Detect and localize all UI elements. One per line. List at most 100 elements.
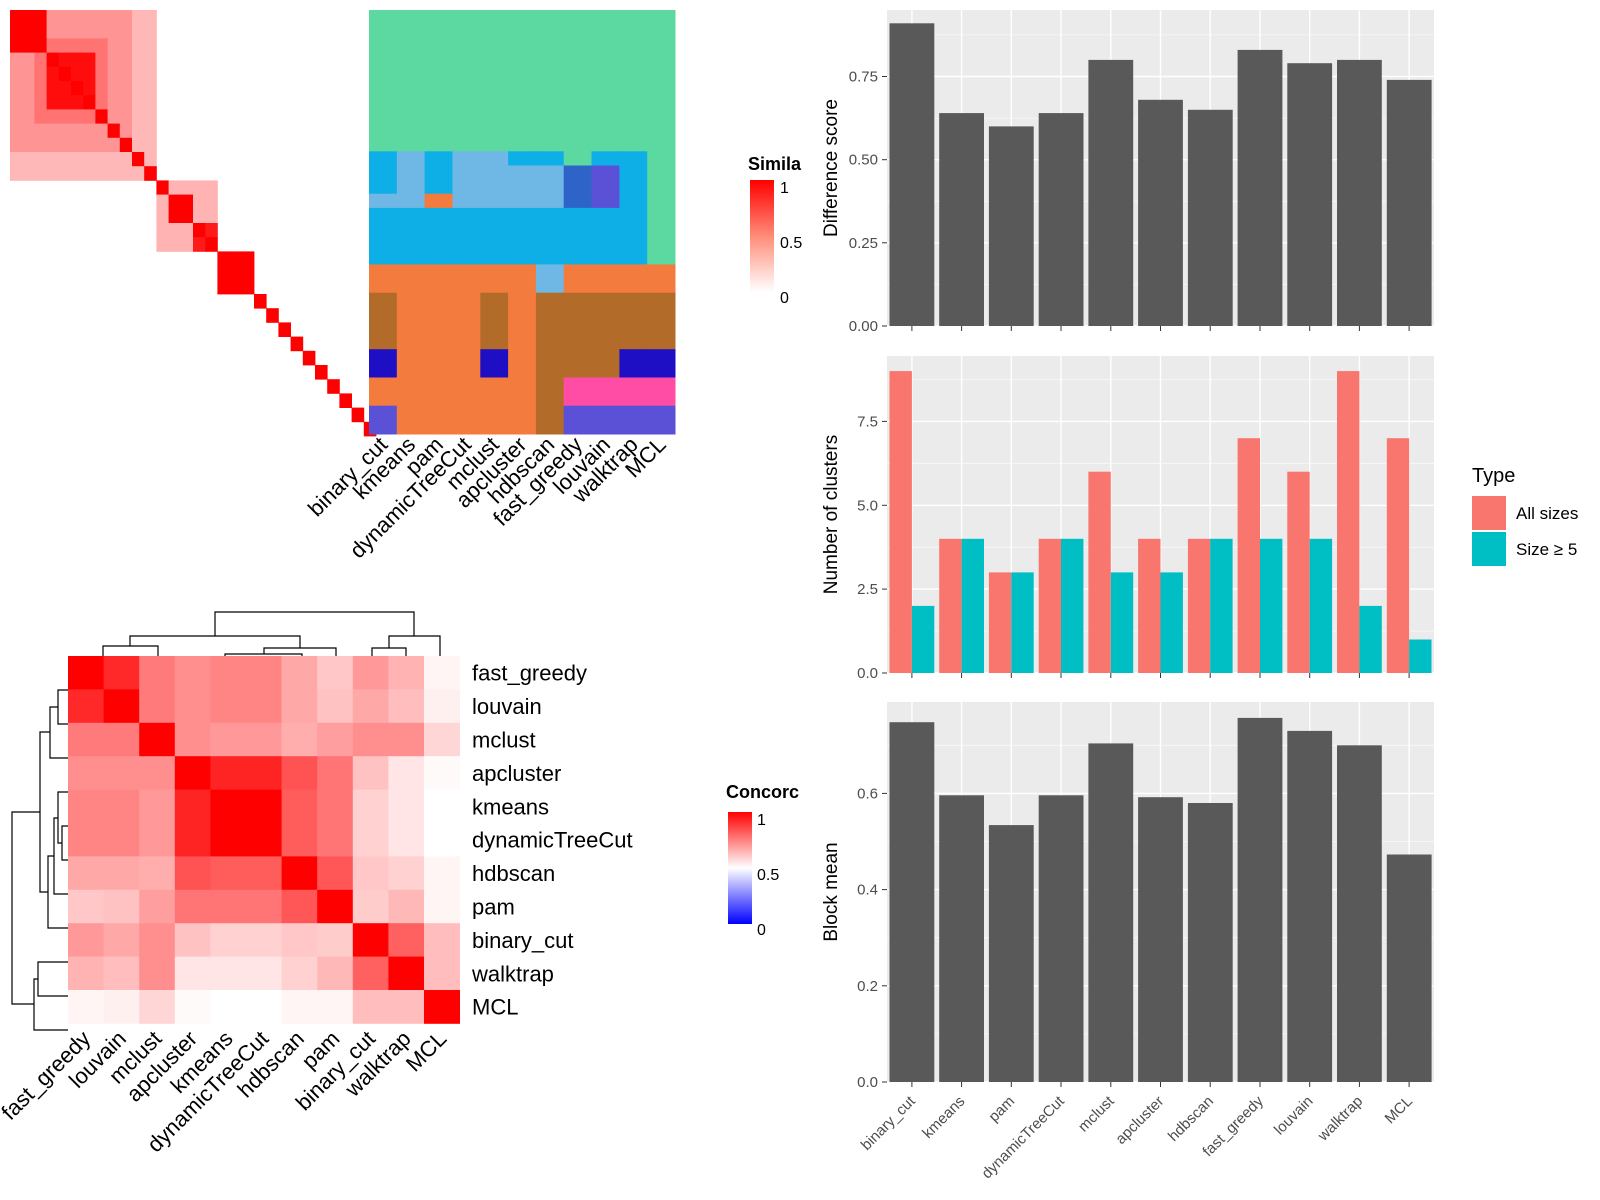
similarity-cell bbox=[119, 95, 133, 110]
concordance-cell bbox=[68, 789, 104, 824]
similarity-cell bbox=[144, 10, 157, 25]
concordance-cell bbox=[424, 689, 460, 724]
similarity-cell bbox=[71, 52, 84, 68]
assignment-cell bbox=[452, 405, 481, 435]
assignment-cell bbox=[369, 193, 398, 209]
similarity-cell bbox=[119, 66, 133, 82]
concordance-cell bbox=[317, 656, 354, 690]
concordance-cell bbox=[424, 856, 460, 891]
assignment-cell bbox=[452, 292, 481, 350]
similarity-cell bbox=[46, 24, 60, 39]
similarity-cell bbox=[34, 123, 47, 139]
concordance-cell bbox=[103, 656, 140, 690]
concordance-cell bbox=[139, 856, 176, 891]
similarity-cell bbox=[144, 24, 157, 39]
similarity-cell bbox=[132, 66, 145, 82]
similarity-cell bbox=[180, 194, 194, 210]
similarity-cell bbox=[107, 24, 121, 39]
assignment-cell bbox=[452, 264, 481, 294]
similarity-cell bbox=[168, 208, 182, 224]
concordance-cell bbox=[246, 990, 282, 1024]
assignment-cell bbox=[535, 52, 565, 152]
number-of-clusters-chart: 0.0 2.5 5.0 7.5 Number of clusters bbox=[821, 356, 1434, 682]
similarity-cell bbox=[22, 81, 35, 96]
bar bbox=[939, 113, 984, 326]
assignment-cell bbox=[591, 264, 620, 294]
similarity-cell bbox=[132, 81, 145, 96]
similarity-cell bbox=[132, 109, 145, 124]
bar-all-sizes bbox=[939, 538, 962, 673]
assignment-cell bbox=[396, 52, 426, 152]
similarity-cell bbox=[22, 24, 35, 39]
assignment-cell bbox=[535, 165, 565, 195]
similarity-cell bbox=[144, 152, 157, 167]
bar-all-sizes bbox=[1287, 471, 1310, 673]
concordance-cell bbox=[139, 990, 176, 1024]
concordance-cell bbox=[210, 923, 247, 957]
assignment-cell bbox=[591, 52, 620, 152]
similarity-cell bbox=[71, 152, 84, 167]
similarity-cell bbox=[22, 38, 35, 53]
bar-all-sizes bbox=[1237, 438, 1260, 673]
similarity-cell bbox=[119, 152, 133, 167]
similarity-cell bbox=[107, 81, 121, 96]
assignment-cell bbox=[619, 52, 648, 152]
concordance-legend-tick-1: 1 bbox=[757, 812, 766, 829]
assignment-cell bbox=[591, 193, 620, 209]
type-legend-key-all-sizes bbox=[1472, 496, 1506, 530]
y-tick-label: 0.0 bbox=[857, 665, 878, 682]
assignment-cell bbox=[452, 52, 481, 152]
concordance-cell bbox=[281, 856, 318, 891]
type-legend: Type All sizes Size ≥ 5 bbox=[1472, 465, 1578, 566]
similarity-cell bbox=[107, 152, 121, 167]
similarity-cell bbox=[217, 251, 230, 266]
concordance-cell bbox=[68, 856, 104, 891]
assignment-cell bbox=[369, 377, 398, 407]
concordance-row-label: louvain bbox=[472, 694, 542, 719]
concordance-cell bbox=[388, 956, 425, 991]
similarity-cell bbox=[144, 123, 157, 139]
similarity-cell bbox=[22, 137, 35, 153]
concordance-cell bbox=[352, 923, 389, 957]
bar-size-ge5 bbox=[1160, 572, 1183, 673]
assignment-cell bbox=[647, 193, 676, 209]
similarity-cell bbox=[46, 95, 60, 110]
concordance-cell bbox=[388, 923, 425, 957]
bar bbox=[1138, 797, 1183, 1082]
similarity-cell bbox=[241, 251, 255, 266]
concordance-cell bbox=[68, 923, 104, 957]
assignment-cell bbox=[396, 151, 426, 166]
concordance-row-label: hdbscan bbox=[472, 861, 555, 886]
assignment-cell bbox=[424, 292, 453, 350]
similarity-cell bbox=[10, 66, 23, 82]
concordance-cell bbox=[424, 889, 460, 924]
concordance-row-label: apcluster bbox=[472, 761, 561, 786]
similarity-cell bbox=[119, 10, 133, 25]
assignment-cell bbox=[591, 349, 620, 378]
concordance-cell bbox=[68, 722, 104, 757]
concordance-cell bbox=[139, 889, 176, 924]
x-tick-label: MCL bbox=[1382, 1093, 1416, 1127]
concordance-cell bbox=[210, 889, 247, 924]
assignment-cell bbox=[647, 165, 676, 195]
similarity-cell bbox=[229, 265, 243, 281]
similarity-cell bbox=[193, 237, 206, 252]
concordance-cell bbox=[103, 856, 140, 891]
concordance-cell bbox=[139, 956, 176, 991]
similarity-legend-title: Simila bbox=[748, 154, 802, 174]
similarity-cell bbox=[71, 38, 84, 53]
concordance-cell bbox=[388, 856, 425, 891]
similarity-cell bbox=[58, 81, 72, 96]
similarity-cell bbox=[95, 10, 108, 25]
assignment-cell bbox=[591, 377, 620, 407]
bar bbox=[988, 825, 1034, 1082]
similarity-cell bbox=[10, 52, 23, 68]
assignment-cell bbox=[508, 264, 537, 294]
assignment-cell bbox=[563, 151, 592, 166]
assignment-cell bbox=[369, 52, 398, 152]
assignment-cell bbox=[563, 377, 592, 407]
assignment-cell bbox=[480, 264, 509, 294]
similarity-legend-tick-0: 0 bbox=[780, 290, 789, 307]
assignment-cell bbox=[535, 377, 565, 407]
concordance-cell bbox=[424, 789, 460, 824]
